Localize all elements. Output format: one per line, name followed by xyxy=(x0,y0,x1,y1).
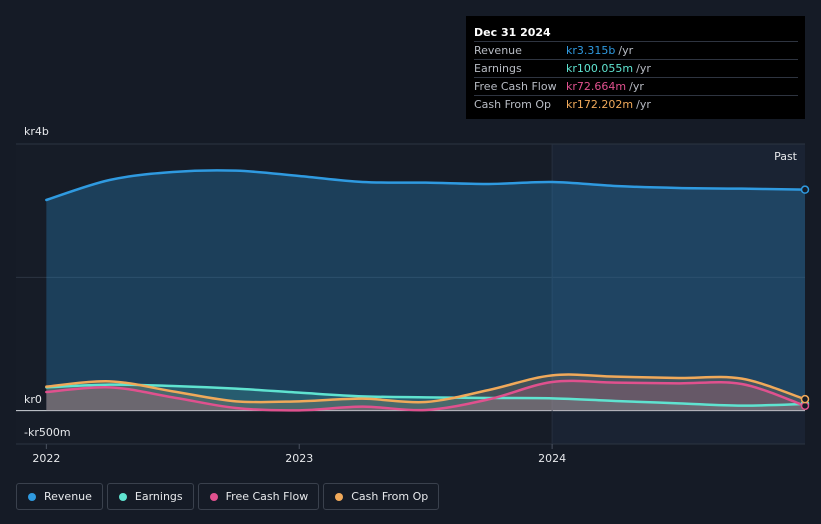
past-label: Past xyxy=(774,150,798,163)
tooltip-row-unit: /yr xyxy=(636,62,651,75)
tooltip-date: Dec 31 2024 xyxy=(474,26,551,39)
cash-from-op-line xyxy=(45,373,807,404)
x-tick-label: 2024 xyxy=(538,452,566,465)
revenue-end-marker xyxy=(800,185,810,194)
chart-background: Past xyxy=(16,144,805,444)
tooltip-row-label: Cash From Op xyxy=(474,98,552,111)
legend-item-label: Cash From Op xyxy=(351,490,429,503)
x-tick-label: 2023 xyxy=(285,452,313,465)
tooltip-row-label: Earnings xyxy=(474,62,522,75)
legend-dot-icon xyxy=(335,492,344,501)
revenue-line xyxy=(45,169,807,202)
x-tick-label: 2022 xyxy=(32,452,60,465)
tooltip-row-value: kr3.315b xyxy=(566,44,616,57)
series-lines xyxy=(45,169,807,412)
legend-item-label: Free Cash Flow xyxy=(225,490,309,503)
legend-dot-icon xyxy=(118,492,127,501)
legend-item-revenue[interactable]: Revenue xyxy=(16,483,103,510)
y-tick-label: -kr500m xyxy=(24,426,71,439)
legend-item-label: Earnings xyxy=(134,490,183,503)
y-tick-label: kr0 xyxy=(24,393,42,406)
legend-dot-icon xyxy=(209,492,218,501)
earnings-line xyxy=(45,383,807,407)
tooltip-row: Cash From Op kr172.202m/yr xyxy=(474,95,798,113)
cash-from-op-end-marker xyxy=(800,394,810,404)
legend-dot-icon xyxy=(28,492,36,501)
tooltip-row-unit: /yr xyxy=(618,44,634,57)
tooltip-row-unit: /yr xyxy=(629,80,644,93)
legend-item-cash-from-op[interactable]: Cash From Op xyxy=(323,483,440,510)
tooltip-row: Free Cash Flow kr72.664m/yr xyxy=(474,77,798,95)
legend-item-label: Revenue xyxy=(44,490,92,503)
past-region xyxy=(552,144,805,444)
series-areas xyxy=(46,170,806,411)
free-cash-flow-area xyxy=(46,380,806,411)
tooltip-row-value: kr172.202m xyxy=(566,98,634,111)
tooltip-row-value: kr100.055m xyxy=(566,62,634,75)
axis-ticks: kr4b kr0 -kr500m 2022 2023 2024 xyxy=(24,125,566,465)
legend-item-earnings[interactable]: Earnings xyxy=(106,483,194,510)
legend-item-free-cash-flow[interactable]: Free Cash Flow xyxy=(197,483,320,510)
revenue-area xyxy=(46,170,806,411)
y-tick-label: kr4b xyxy=(24,125,49,138)
tooltip-panel: Dec 31 2024 Revenue kr3.315b/yr Earnings kr… xyxy=(466,16,805,119)
tooltip-row-value: kr72.664m xyxy=(566,80,627,93)
legend: Revenue Earnings Free Cash Flow Cash From O… xyxy=(16,483,440,510)
tooltip-row-label: Free Cash Flow xyxy=(474,80,557,93)
tooltip-row: Earnings kr100.055m/yr xyxy=(474,59,798,77)
tooltip-row: Revenue kr3.315b/yr xyxy=(474,41,798,59)
free-cash-flow-line xyxy=(45,379,807,412)
tooltip-row-label: Revenue xyxy=(474,44,522,57)
series-end-markers xyxy=(800,185,810,411)
tooltip-row-unit: /yr xyxy=(636,98,651,111)
